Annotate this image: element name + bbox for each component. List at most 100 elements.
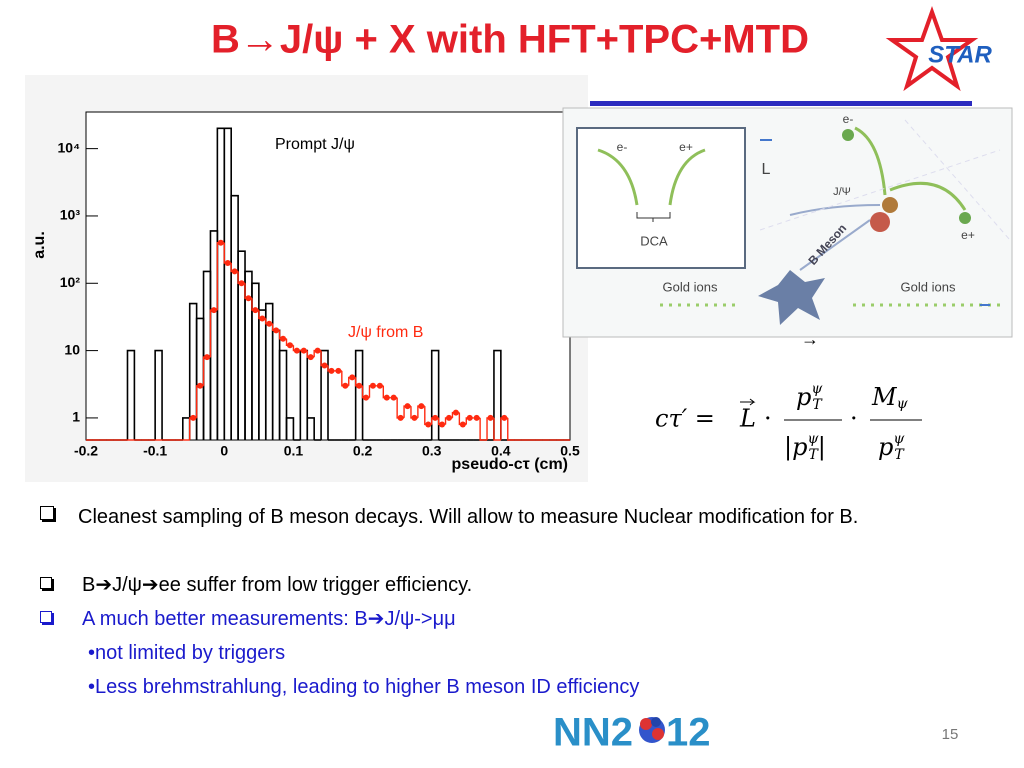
bin-marker (397, 414, 404, 421)
bin-marker (446, 414, 452, 421)
histogram-bin (278, 349, 288, 440)
star-logo: STAR (928, 41, 992, 68)
label: DCA (640, 233, 668, 248)
footer-logo: NN2 (553, 711, 633, 755)
bin-marker (383, 394, 390, 401)
checkbox-icon (40, 577, 52, 589)
f: ψ (893, 431, 905, 447)
arrows (760, 139, 990, 306)
bin-marker (245, 295, 252, 302)
bin-marker (280, 335, 287, 342)
bin-marker (190, 414, 197, 421)
histogram-bin (479, 417, 488, 441)
bin-marker (452, 409, 459, 416)
bin-marker (286, 342, 293, 349)
formula: cτ′ = L · pψ T |pψ T| · Mψ pψ T (655, 381, 922, 463)
formula-part: pψ T (796, 381, 823, 413)
bin-marker (224, 260, 231, 267)
bin-marker (376, 382, 383, 389)
histogram-bin (126, 349, 136, 440)
formula-part: |pψ T| (784, 431, 826, 463)
bin-marker (501, 414, 508, 421)
decay-lines (789, 204, 881, 271)
bin-marker (307, 354, 314, 361)
label: → (801, 329, 819, 349)
x-tick-label: 0.4 (491, 443, 511, 459)
bin-marker (273, 327, 280, 334)
chart: -0.2 -0.1 0 0.1 0.2 0.3 0.4 0.5 1 10 10² 10³ 10⁴ (58, 127, 580, 459)
sub-bullet: •not limited by triggers (88, 642, 286, 664)
jpsi-dot (882, 197, 898, 213)
x-tick-label: 0.1 (284, 443, 304, 459)
x-tick-label: -0.1 (143, 443, 167, 459)
label: Gold ions (663, 279, 718, 294)
y-tick-label: 10³ (60, 207, 81, 223)
bin-marker (300, 347, 307, 354)
star-icon (885, 6, 979, 92)
formula-part: · (850, 405, 858, 433)
bin-marker (404, 403, 411, 410)
f: T (812, 397, 823, 413)
title: B→J/ψ + X with HFT+TPC+MTD (211, 18, 809, 62)
bin-marker (342, 382, 349, 389)
histogram-bin (154, 349, 163, 440)
bin-marker (238, 280, 245, 287)
x-tick-label: 0 (220, 443, 228, 459)
formula-part: pψ T (878, 431, 905, 463)
label: J/Ψ (833, 186, 851, 198)
x-tick-label: 0.2 (353, 443, 373, 459)
histogram-bin (493, 417, 501, 441)
annotation: J/ψ from B (348, 324, 423, 341)
x-tick-label: -0.2 (74, 443, 98, 459)
bin-marker (321, 362, 328, 369)
bin-marker (266, 320, 273, 327)
x-tick-label: 0.3 (422, 443, 442, 459)
y-tick-label: 1 (72, 409, 80, 425)
formula-part: Mψ (871, 383, 909, 413)
bin-marker (204, 354, 210, 361)
bin-marker (328, 367, 335, 374)
dca-bracket (636, 212, 671, 222)
label: e+ (679, 140, 693, 154)
f: | (818, 433, 826, 462)
bin-marker (335, 367, 342, 374)
collision (758, 270, 825, 325)
checkbox-icon (40, 611, 52, 623)
bullet: B➔J/ψ➔ee suffer from low trigger efficie… (82, 574, 473, 596)
bin-marker (390, 394, 397, 401)
f: ψ (811, 381, 823, 397)
bin-marker (459, 421, 466, 428)
bin-marker (231, 268, 238, 275)
y-axis-label: a.u. (31, 231, 48, 259)
formula-part: cτ′ = (655, 405, 715, 433)
y-tick-label: 10⁴ (58, 139, 81, 155)
page-number: 15 (942, 726, 959, 743)
bin-marker (418, 403, 425, 410)
histogram-bin (493, 349, 502, 440)
f: T (808, 447, 819, 463)
formula-part: L (739, 405, 756, 433)
formula-part: · (764, 405, 772, 433)
b-dot (870, 212, 890, 232)
bullet: A much better measurements: B➔J/ψ->μμ (82, 608, 456, 630)
histogram-bin (430, 349, 440, 440)
f: p (878, 433, 893, 461)
lepton-tracks (854, 126, 967, 211)
bin-marker (293, 347, 300, 354)
label: Gold ions (901, 279, 956, 294)
atom-icon (639, 717, 665, 743)
f: ψ (897, 396, 909, 412)
bin-marker (432, 414, 439, 421)
footer-logo: 12 (666, 711, 711, 755)
bin-marker (466, 414, 473, 421)
bin-marker (425, 421, 432, 428)
diagram: e- e+ DCA L J/Ψ B Meson Gold ions Gold i… (562, 107, 1013, 349)
histogram-bin (507, 417, 515, 441)
bin-marker (314, 347, 321, 354)
y-tick-label: 10 (64, 341, 80, 357)
bin-marker (356, 382, 363, 389)
histogram-bin (285, 417, 295, 440)
bin-marker (210, 307, 217, 314)
